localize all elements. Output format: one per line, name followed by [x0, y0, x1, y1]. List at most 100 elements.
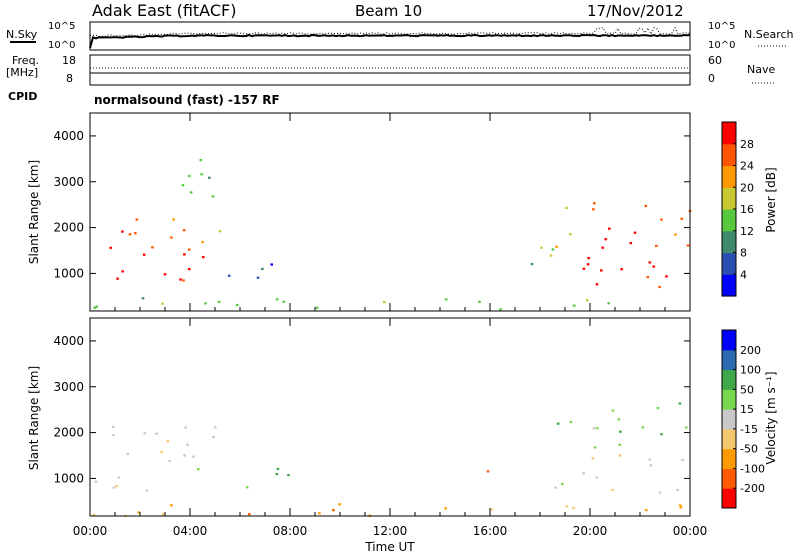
velocity-cell: [681, 459, 684, 462]
velocity-cell: [582, 472, 585, 475]
power-cell: [540, 246, 543, 249]
velocity-cell: [338, 503, 341, 506]
power-cell: [200, 173, 203, 176]
velocity-colorbar-segment: [722, 389, 736, 410]
velocity-cell: [569, 420, 573, 424]
velocity-cell: [644, 509, 648, 512]
velocity-cell: [183, 454, 186, 457]
velocity-cell: [92, 513, 96, 516]
power-cell: [585, 299, 589, 302]
velocity-cell: [318, 512, 321, 515]
power-cell: [256, 276, 260, 279]
power-colorbar-tick-label: 16: [740, 203, 754, 216]
velocity-cell: [143, 432, 147, 435]
velocity-cell: [197, 468, 200, 471]
noise-tick-right-bottom: 10^0: [708, 40, 735, 51]
power-cell: [235, 303, 239, 307]
velocity-panel: [89, 317, 691, 517]
power-cell: [530, 263, 534, 266]
power-cell: [161, 302, 164, 305]
cpid-text: normalsound (fast) -157 RF: [94, 93, 280, 107]
power-cell: [587, 257, 590, 260]
power-cell: [674, 233, 677, 236]
power-cell: [586, 263, 590, 266]
velocity-cell: [170, 504, 173, 507]
power-cell: [593, 202, 596, 205]
power-cell: [261, 267, 264, 270]
nave-tick-top: 60: [708, 54, 722, 67]
power-cell: [134, 232, 137, 235]
cpid-label: CPID: [8, 90, 37, 103]
time-xlabel: Time UT: [364, 540, 415, 554]
velocity-colorbar-tick-label: 200: [740, 344, 761, 357]
power-colorbar: 4 8 12 16 20 24 28: [721, 121, 754, 297]
power-cell: [680, 217, 684, 220]
velocity-cell: [678, 504, 682, 507]
velocity-cell: [166, 440, 170, 443]
power-cell: [646, 276, 650, 279]
time-xtick-label: 04:00: [173, 524, 208, 538]
velocity-cell: [112, 434, 115, 437]
power-cell: [655, 244, 658, 247]
power-cell: [648, 261, 652, 264]
power-cell: [382, 301, 386, 304]
power-cell: [658, 285, 661, 289]
power-ytick-label: 2000: [53, 221, 84, 235]
time-xtick-label: 00:00: [73, 524, 108, 538]
velocity-ytick-label: 1000: [53, 471, 84, 485]
power-cell: [179, 278, 182, 281]
power-cell: [199, 159, 203, 162]
velocity-cell: [247, 513, 251, 516]
nsearch-label: N.Search: [744, 28, 794, 41]
power-cell: [188, 268, 191, 271]
power-colorbar-segment: [722, 165, 736, 188]
time-xtick-label: 12:00: [373, 524, 408, 538]
velocity-cell: [619, 430, 622, 433]
noise-tick-left-bottom: 10^0: [48, 40, 75, 51]
power-cell: [660, 218, 663, 221]
power-cell: [595, 283, 599, 286]
velocity-cell: [617, 418, 621, 421]
velocity-colorbar-tick-label: 15: [740, 403, 754, 416]
power-cell: [592, 208, 595, 211]
power-colorbar-segment: [722, 252, 736, 275]
power-cell: [141, 297, 145, 300]
power-cell: [202, 256, 205, 259]
velocity-cell: [592, 427, 596, 430]
power-cell: [644, 204, 648, 208]
velocity-cell: [192, 455, 195, 458]
power-cell: [227, 274, 231, 277]
velocity-cell: [561, 482, 564, 485]
velocity-cell: [611, 489, 614, 492]
power-cell: [549, 254, 553, 257]
power-cell: [201, 241, 204, 244]
velocity-cell: [595, 476, 599, 479]
velocity-colorbar-tick-label: -100: [740, 462, 765, 475]
freq-tick-bottom: 8: [66, 72, 73, 85]
power-cell: [182, 229, 186, 232]
power-cell: [181, 184, 185, 187]
velocity-colorbar-segment: [722, 448, 736, 469]
velocity-colorbar-tick-label: -15: [740, 423, 758, 436]
velocity-cell: [572, 507, 575, 510]
power-colorbar-segment: [722, 209, 736, 232]
power-colorbar-segment: [722, 274, 736, 297]
noise-tick-left-top: 10^5: [48, 21, 75, 32]
velocity-yaxis: 1000 2000 3000 4000: [53, 334, 690, 485]
power-cell: [189, 191, 193, 194]
power-cell: [600, 269, 603, 272]
power-ytick-label: 1000: [53, 266, 84, 280]
power-cell: [478, 300, 481, 303]
power-colorbar-tick-label: 12: [740, 225, 754, 238]
time-xtick-label: 20:00: [573, 524, 608, 538]
velocity-cell: [658, 491, 662, 494]
power-cell: [565, 206, 568, 209]
power-colorbar-segment: [722, 187, 736, 210]
power-cell: [607, 302, 610, 305]
velocity-colorbar-segment: [722, 349, 736, 371]
velocity-cell: [112, 425, 115, 428]
velocity-cell: [641, 426, 645, 429]
velocity-ytick-label: 4000: [53, 334, 84, 348]
velocity-ytick-label: 2000: [53, 426, 84, 440]
power-cell: [204, 302, 207, 305]
